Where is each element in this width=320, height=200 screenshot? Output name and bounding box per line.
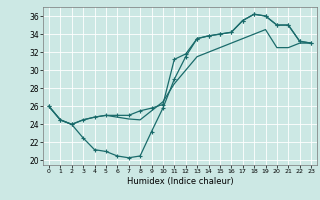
X-axis label: Humidex (Indice chaleur): Humidex (Indice chaleur) [127,177,233,186]
